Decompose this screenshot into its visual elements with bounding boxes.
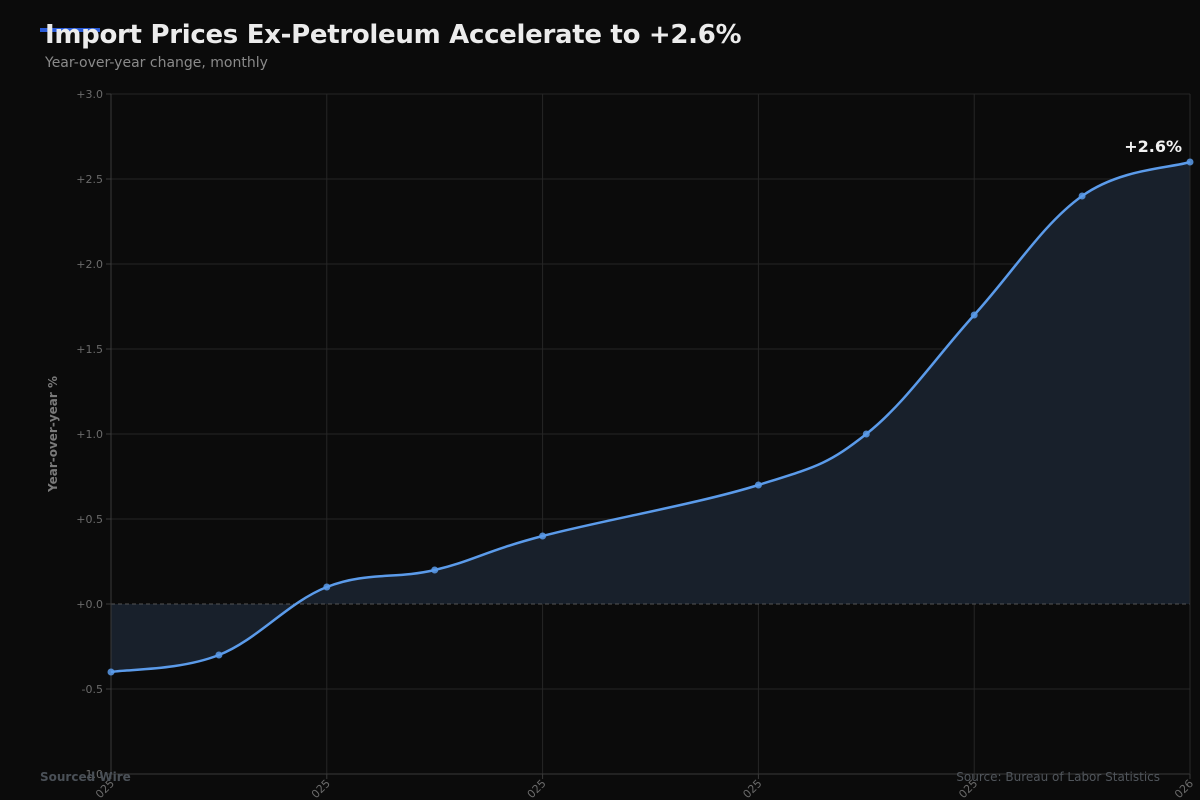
- data-point: [862, 430, 870, 438]
- area-fill: [111, 162, 1190, 672]
- y-tick-label: +0.5: [76, 513, 103, 526]
- title-accent-bar: [40, 28, 100, 32]
- data-point: [431, 566, 439, 574]
- data-point: [970, 311, 978, 319]
- x-tick-label: 026: [1172, 777, 1196, 800]
- y-tick-label: +2.0: [76, 258, 103, 271]
- series-line: [110, 160, 1191, 674]
- chart-title: Import Prices Ex-Petroleum Accelerate to…: [45, 20, 742, 50]
- y-tick-label: -1.0: [82, 768, 103, 781]
- data-point: [215, 651, 223, 659]
- data-point: [1078, 192, 1086, 200]
- source-footer: Source: Bureau of Labor Statistics: [956, 770, 1160, 784]
- end-value-annotation: +2.6%: [1124, 137, 1182, 156]
- y-axis-label: Year-over-year %: [46, 376, 60, 493]
- data-point: [323, 583, 331, 591]
- brand-footer: Sourced Wire: [40, 770, 131, 784]
- data-point: [539, 532, 547, 540]
- y-tick-label: -0.5: [82, 683, 103, 696]
- y-tick-label: +1.5: [76, 343, 103, 356]
- y-tick-label: +2.5: [76, 173, 103, 186]
- x-tick-label: 025: [740, 777, 764, 800]
- x-tick-label: 025: [525, 777, 549, 800]
- data-point: [754, 481, 762, 489]
- y-axis-ticks: +3.0 +2.5 +2.0 +1.5 +1.0 +0.5 +0.0 -0.5 -1.0: [76, 88, 111, 781]
- y-tick-label: +0.0: [76, 598, 103, 611]
- y-tick-label: +3.0: [76, 88, 103, 101]
- data-point: [107, 668, 115, 676]
- x-tick-label: 025: [309, 777, 333, 800]
- y-tick-label: +1.0: [76, 428, 103, 441]
- chart-subtitle: Year-over-year change, monthly: [45, 55, 268, 71]
- data-point: [1186, 158, 1194, 166]
- data-points: [107, 158, 1194, 676]
